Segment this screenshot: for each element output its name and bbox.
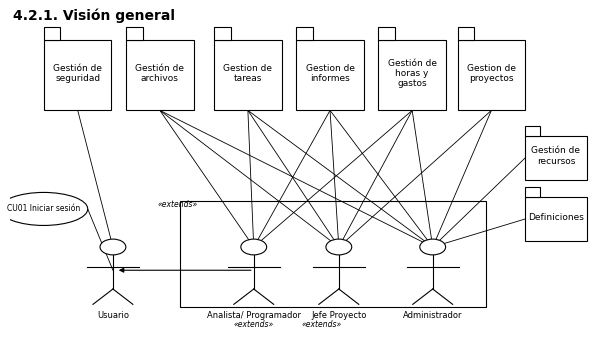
Polygon shape — [378, 27, 395, 40]
Polygon shape — [525, 187, 540, 197]
Polygon shape — [458, 40, 525, 111]
Polygon shape — [525, 136, 587, 180]
Polygon shape — [525, 126, 540, 136]
Polygon shape — [214, 40, 282, 111]
Polygon shape — [378, 40, 446, 111]
Text: «extends»: «extends» — [158, 200, 198, 209]
Polygon shape — [44, 27, 60, 40]
Polygon shape — [126, 27, 143, 40]
Text: Jefe Proyecto: Jefe Proyecto — [311, 311, 367, 320]
Polygon shape — [525, 197, 587, 241]
Text: «extends»: «extends» — [301, 320, 341, 330]
Polygon shape — [296, 40, 364, 111]
Circle shape — [420, 239, 445, 255]
Text: Gestion de
informes: Gestion de informes — [306, 64, 355, 83]
Text: «extends»: «extends» — [233, 320, 274, 330]
Text: CU01 Iniciar sesión: CU01 Iniciar sesión — [7, 204, 81, 214]
Circle shape — [241, 239, 267, 255]
Text: Gestion de
proyectos: Gestion de proyectos — [467, 64, 516, 83]
Text: Usuario: Usuario — [97, 311, 129, 320]
Text: Gestión de
seguridad: Gestión de seguridad — [53, 64, 102, 83]
Text: Gestión de
recursos: Gestión de recursos — [531, 146, 580, 166]
Circle shape — [100, 239, 126, 255]
Text: Administrador: Administrador — [403, 311, 463, 320]
Polygon shape — [214, 27, 230, 40]
Text: Gestión de
horas y
gastos: Gestión de horas y gastos — [387, 59, 436, 89]
Text: Analista/ Programador: Analista/ Programador — [207, 311, 301, 320]
Text: Definiciones: Definiciones — [528, 213, 584, 222]
Polygon shape — [458, 27, 474, 40]
Polygon shape — [44, 40, 112, 111]
Ellipse shape — [0, 192, 88, 225]
Text: Gestion de
tareas: Gestion de tareas — [223, 64, 272, 83]
Circle shape — [326, 239, 352, 255]
Polygon shape — [296, 27, 313, 40]
Text: 4.2.1. Visión general: 4.2.1. Visión general — [13, 9, 175, 23]
Polygon shape — [126, 40, 193, 111]
Text: Gestión de
archivos: Gestión de archivos — [136, 64, 184, 83]
